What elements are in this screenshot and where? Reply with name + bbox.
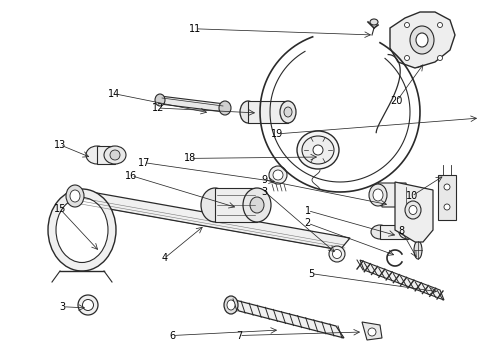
- Text: 1: 1: [305, 206, 311, 216]
- Ellipse shape: [201, 188, 229, 222]
- Text: 20: 20: [391, 96, 403, 106]
- Text: 2: 2: [305, 218, 311, 228]
- Ellipse shape: [280, 101, 296, 123]
- Polygon shape: [360, 260, 444, 300]
- Ellipse shape: [333, 249, 342, 258]
- Ellipse shape: [399, 225, 417, 239]
- Ellipse shape: [284, 107, 292, 117]
- Ellipse shape: [438, 23, 442, 27]
- Ellipse shape: [297, 131, 339, 169]
- Ellipse shape: [110, 150, 120, 160]
- Ellipse shape: [414, 241, 422, 259]
- Ellipse shape: [405, 23, 410, 27]
- Ellipse shape: [416, 33, 428, 47]
- Text: 9: 9: [262, 175, 268, 185]
- Ellipse shape: [444, 184, 450, 190]
- Ellipse shape: [405, 201, 421, 219]
- Text: 5: 5: [308, 269, 314, 279]
- Bar: [97, 146, 115, 164]
- Text: 3: 3: [262, 186, 268, 197]
- Ellipse shape: [82, 300, 94, 310]
- Text: 14: 14: [108, 89, 120, 99]
- Text: 19: 19: [270, 129, 283, 139]
- Polygon shape: [362, 322, 382, 340]
- Ellipse shape: [438, 55, 442, 60]
- Ellipse shape: [224, 296, 238, 314]
- Ellipse shape: [444, 204, 450, 210]
- Ellipse shape: [410, 26, 434, 54]
- Text: 7: 7: [236, 330, 242, 341]
- Ellipse shape: [66, 185, 84, 207]
- Ellipse shape: [370, 19, 378, 25]
- Text: 10: 10: [405, 191, 417, 201]
- Ellipse shape: [329, 246, 345, 262]
- Ellipse shape: [240, 101, 256, 123]
- Polygon shape: [438, 175, 456, 220]
- Ellipse shape: [273, 170, 283, 180]
- Ellipse shape: [302, 136, 334, 164]
- Ellipse shape: [371, 225, 389, 239]
- Polygon shape: [70, 190, 350, 250]
- Text: 11: 11: [189, 24, 201, 34]
- Text: 17: 17: [138, 158, 151, 168]
- Ellipse shape: [269, 166, 287, 184]
- Ellipse shape: [56, 198, 108, 262]
- Ellipse shape: [373, 189, 383, 201]
- Ellipse shape: [78, 295, 98, 315]
- Ellipse shape: [243, 188, 271, 222]
- Polygon shape: [160, 96, 225, 112]
- Text: 15: 15: [53, 204, 66, 214]
- Ellipse shape: [405, 55, 410, 60]
- Ellipse shape: [313, 145, 323, 155]
- Text: 3: 3: [60, 302, 66, 312]
- Text: 8: 8: [399, 226, 405, 236]
- Text: 16: 16: [125, 171, 138, 181]
- Text: 6: 6: [170, 330, 175, 341]
- Text: 18: 18: [184, 153, 196, 163]
- Bar: [248, 101, 288, 123]
- Polygon shape: [390, 12, 455, 68]
- Text: 12: 12: [151, 103, 164, 113]
- Ellipse shape: [227, 300, 235, 310]
- Ellipse shape: [368, 328, 376, 336]
- Ellipse shape: [86, 146, 108, 164]
- Polygon shape: [231, 299, 344, 338]
- Ellipse shape: [70, 190, 80, 202]
- Ellipse shape: [219, 101, 231, 115]
- Ellipse shape: [369, 184, 387, 206]
- Ellipse shape: [250, 197, 264, 213]
- Polygon shape: [395, 182, 433, 242]
- Polygon shape: [378, 183, 410, 207]
- Ellipse shape: [48, 189, 116, 271]
- Bar: [380, 225, 408, 239]
- Text: 4: 4: [161, 253, 167, 264]
- Ellipse shape: [104, 146, 126, 164]
- Bar: [215, 188, 257, 222]
- Text: 13: 13: [54, 140, 66, 150]
- Ellipse shape: [409, 206, 417, 215]
- Ellipse shape: [155, 94, 165, 106]
